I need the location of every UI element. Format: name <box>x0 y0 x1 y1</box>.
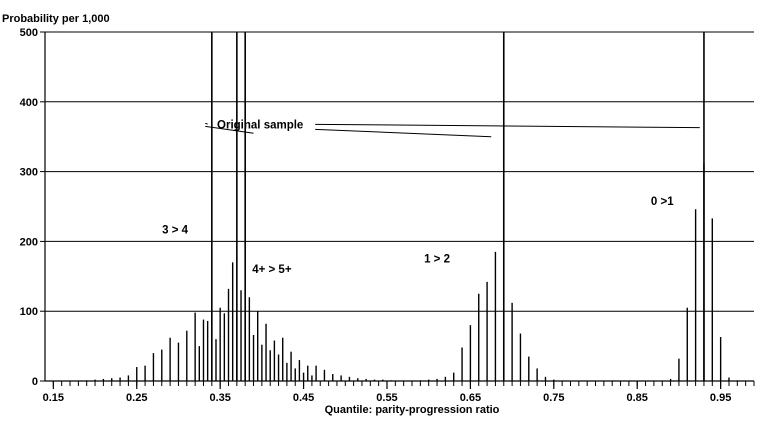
series-label: 4+ > 5+ <box>252 264 292 276</box>
leader-line <box>315 123 700 129</box>
y-tick-label: 400 <box>20 97 38 109</box>
axes <box>44 32 754 382</box>
x-tick-label: 0.65 <box>460 392 481 404</box>
x-tick-label: 0.45 <box>293 392 314 404</box>
series-label: 3 > 4 <box>162 225 189 237</box>
y-tick-label: 300 <box>20 167 38 179</box>
ticks: 0 100 200 300 400 500 0.15 0.25 0.35 0.45 0.55 0.65… <box>20 27 755 404</box>
x-tick-label: 0.95 <box>710 392 731 404</box>
x-tick-label: 0.15 <box>43 392 64 404</box>
leader-line <box>205 125 254 134</box>
y-tick-label: 100 <box>20 306 38 318</box>
bars <box>86 163 739 381</box>
series-label: 1 > 2 <box>424 253 450 265</box>
x-tick-label: 0.85 <box>627 392 648 404</box>
x-tick-label: 0.55 <box>376 392 397 404</box>
leader-line <box>205 122 208 125</box>
y-tick-label: 200 <box>20 236 38 248</box>
x-axis-label: Quantile: parity-progression ratio <box>325 404 500 416</box>
series-label: 0 >1 <box>651 196 674 208</box>
x-tick-label: 0.35 <box>209 392 230 404</box>
y-tick-label: 500 <box>20 27 38 39</box>
original-sample-label: Original sample <box>217 119 303 131</box>
grid <box>45 31 754 312</box>
original-sample-lines <box>211 32 705 381</box>
y-axis-label: Probability per 1,000 <box>2 13 110 25</box>
x-tick-label: 0.75 <box>543 392 564 404</box>
x-tick-label: 0.25 <box>126 392 147 404</box>
leader-line <box>315 128 492 138</box>
annotations: Original sample 3 > 4 4+ > 5+ 1 > 2 0 >1 <box>162 119 700 276</box>
y-tick-label: 0 <box>32 376 38 388</box>
